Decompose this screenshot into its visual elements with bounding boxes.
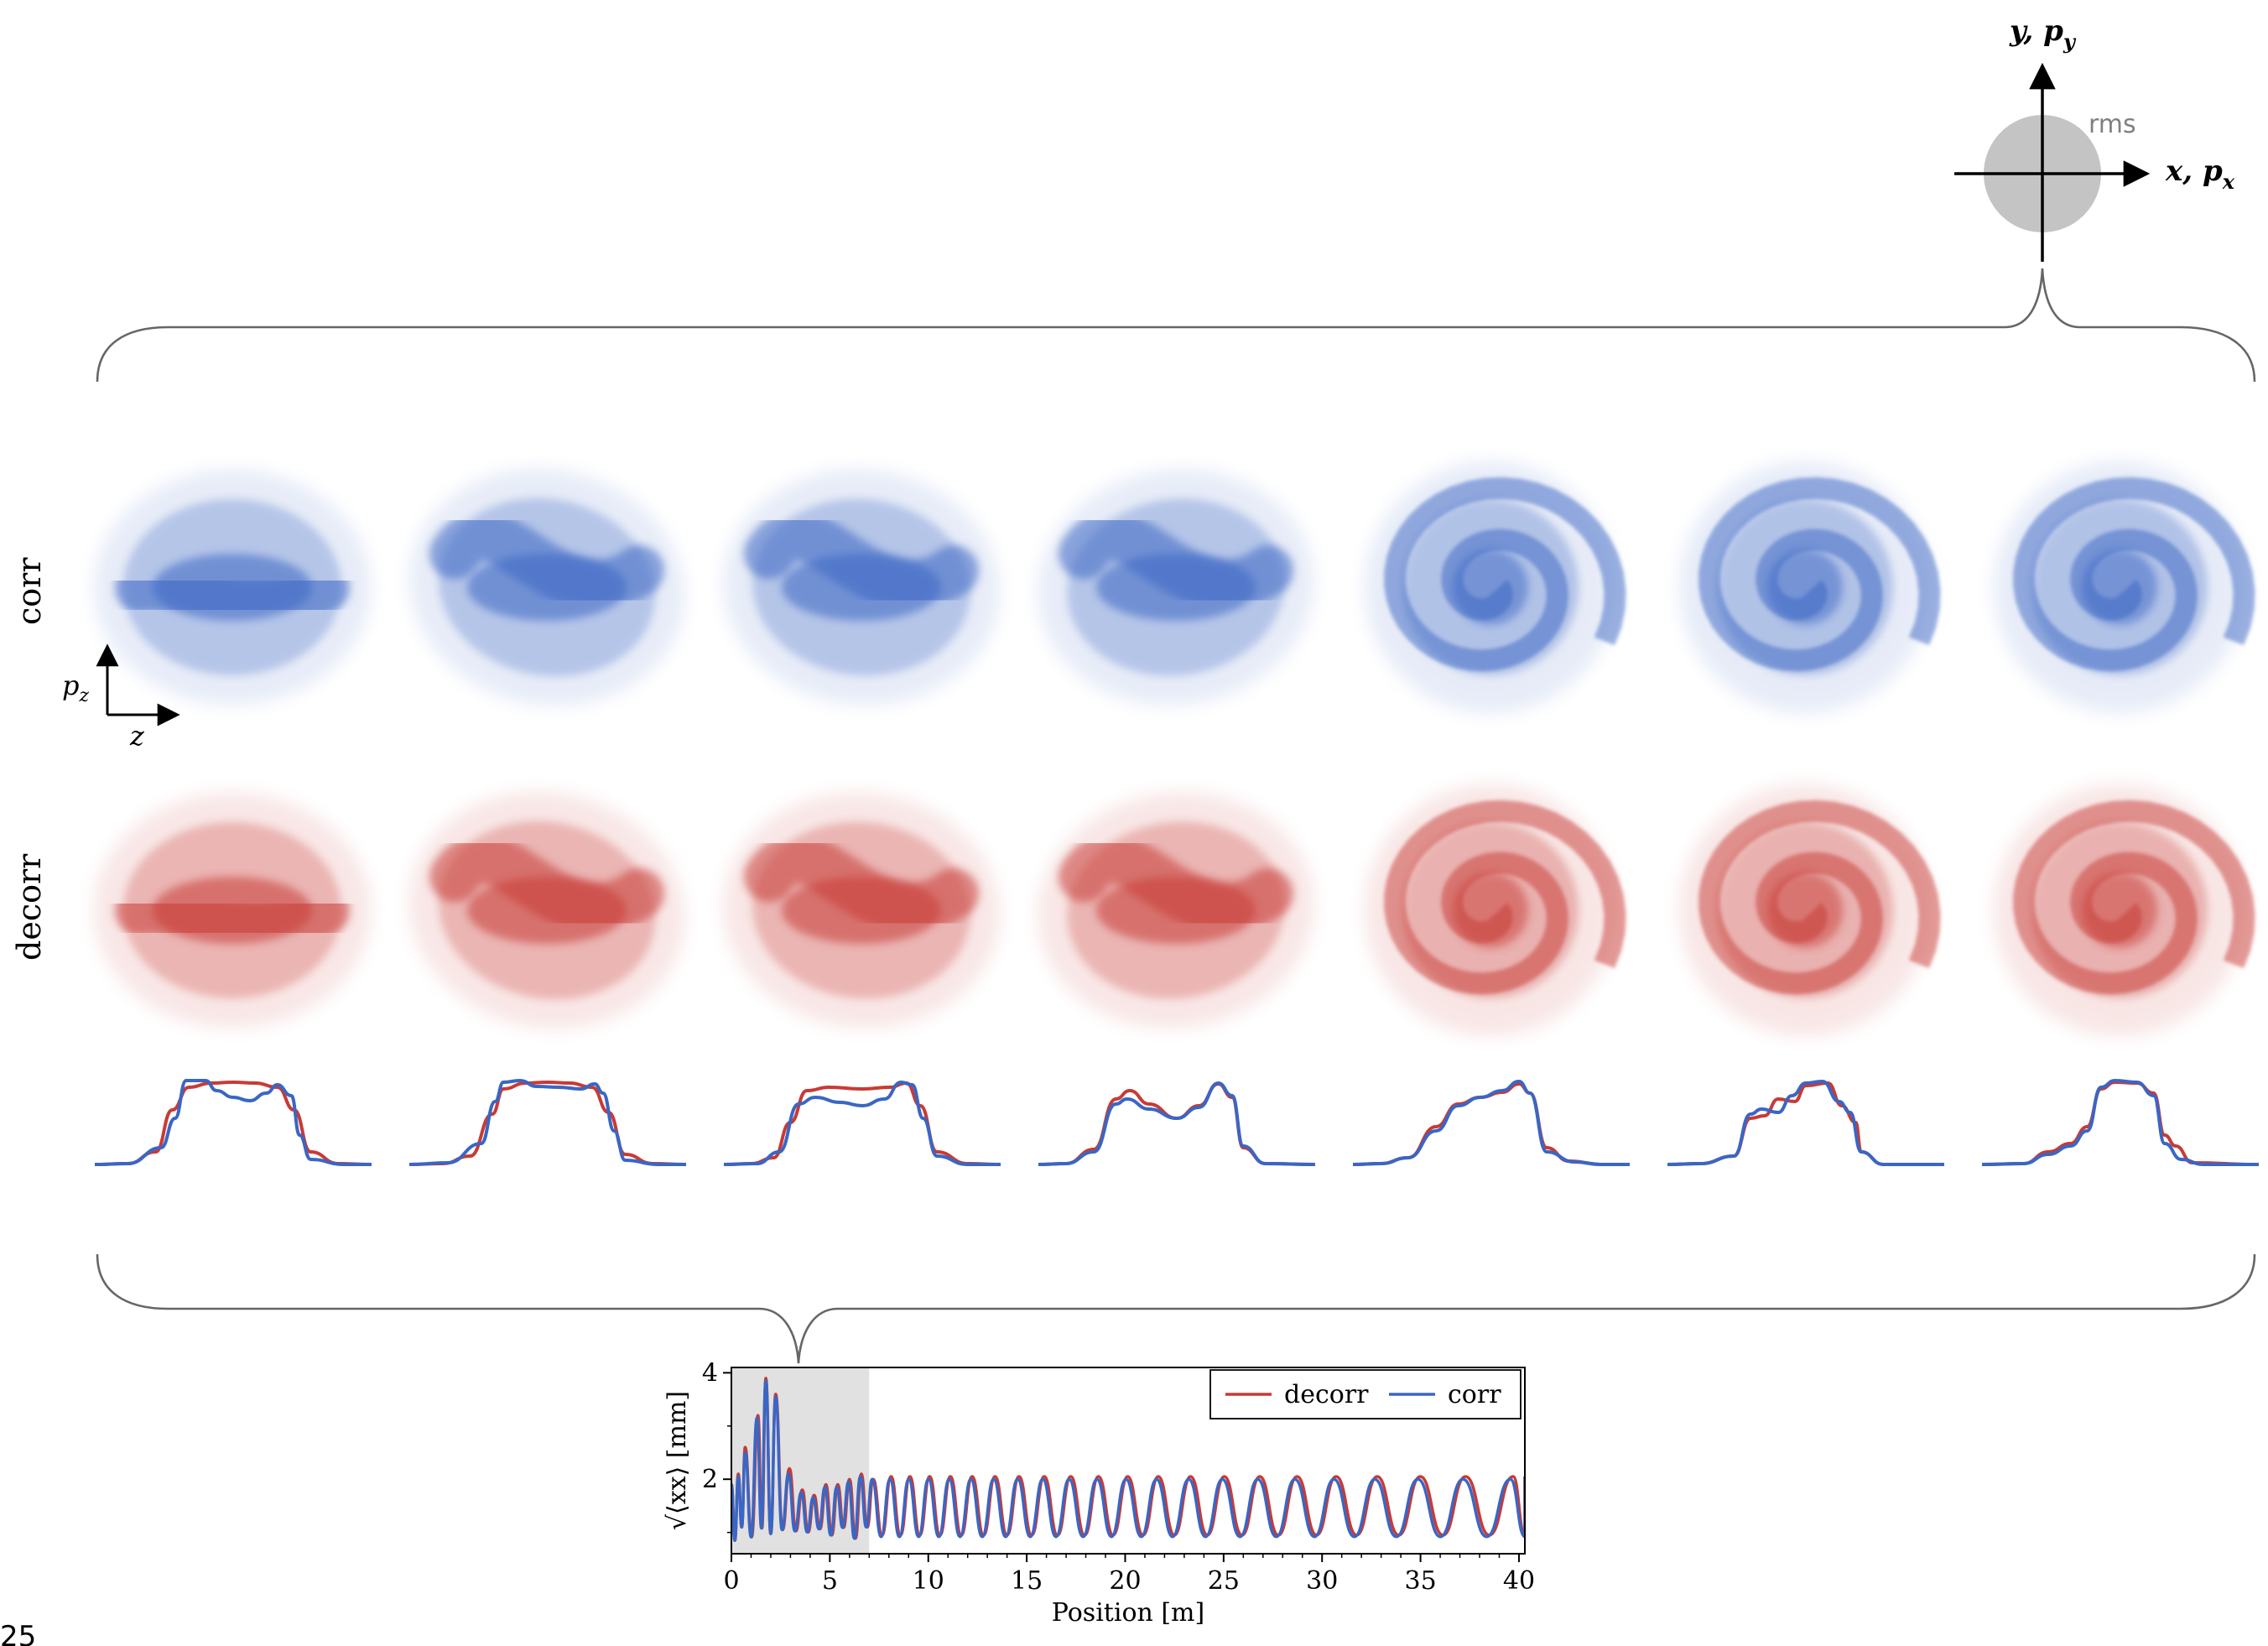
beam-size-chart: 0 5 10 15 20 25 30 35 40 2 4 Position [m] √⟨xx⟩ [mm]… [663,1358,1535,1628]
profile-corr-line [408,1079,686,1167]
current-profile-row [94,1079,2260,1167]
current-profile-1 [94,1079,372,1167]
rms-label: rms [2089,110,2136,139]
decorr-phase-space-panel-2 [409,791,684,1029]
profile-corr-line [1667,1080,1944,1167]
x-tick-label: 40 [1503,1566,1535,1596]
phase-space-axes: pz z [62,643,180,752]
x-tick-label: 35 [1404,1566,1436,1596]
z-label: z [129,720,145,752]
x-tick-label: 30 [1306,1566,1338,1596]
top-brace [96,268,2256,383]
series-corr-line [731,1379,1525,1542]
decorr-phase-space-panel-6 [1679,784,1941,1036]
profile-decorr-line [1667,1081,1944,1167]
decorr-phase-space-panel-7 [1994,784,2255,1036]
page-number: 25 [0,1620,36,1646]
legend-label-corr: corr [1448,1380,1501,1409]
y-axis-label: √⟨xx⟩ [mm] [663,1391,692,1530]
decorr-phase-space-panel-3 [723,792,1000,1029]
corr-phase-space-panel-7 [1994,461,2255,713]
x-tick-label: 15 [1011,1566,1043,1596]
current-profile-7 [1981,1079,2260,1167]
profile-decorr-line [408,1081,687,1166]
decorr-phase-space-panel-1 [94,793,371,1028]
decorr-phase-space-panel-4 [1038,792,1314,1029]
profile-decorr-line [1981,1081,2260,1166]
x-axis-label: Position [m] [1052,1598,1204,1628]
row-label-decorr: decorr [11,853,48,961]
row-label-corr: corr [11,557,48,625]
profile-corr-line [1981,1079,2259,1167]
corr-phase-space-panel-2 [409,468,684,706]
chart-frame [731,1367,1526,1555]
chart-legend: decorr corr [1209,1369,1522,1419]
profile-corr-line [723,1081,1001,1167]
inset-x-label: x, px [2165,154,2235,194]
corr-phase-space-panel-3 [723,469,1000,706]
x-tick-label: 20 [1109,1566,1141,1596]
x-tick-label: 5 [822,1566,838,1596]
legend-label-decorr: decorr [1284,1380,1369,1409]
profile-decorr-line [1352,1082,1630,1167]
current-profile-2 [408,1079,687,1167]
current-profile-5 [1352,1080,1630,1167]
profile-decorr-line [94,1081,372,1166]
y-tick-label: 4 [702,1358,718,1388]
inset-y-label: y, py [2009,14,2077,54]
profile-decorr-line [1038,1082,1316,1166]
corr-phase-space-row [94,461,2255,713]
x-tick-label: 10 [913,1566,944,1596]
decorr-phase-space-row [94,784,2255,1036]
rms-inset: y, py x, px rms [1954,14,2235,262]
x-tick-label: 25 [1208,1566,1240,1596]
current-profile-6 [1667,1080,1944,1167]
corr-phase-space-panel-5 [1365,461,1626,713]
pz-label: pz [62,669,89,706]
bottom-brace [96,1253,2256,1364]
profile-corr-line [1038,1081,1316,1166]
corr-phase-space-panel-1 [94,470,371,705]
profile-corr-line [1352,1080,1630,1167]
current-profile-3 [723,1081,1001,1167]
corr-phase-space-panel-6 [1679,461,1941,713]
profile-corr-line [94,1079,372,1167]
profile-decorr-line [723,1081,1001,1166]
x-tick-label: 0 [723,1566,739,1596]
decorr-phase-space-panel-5 [1365,784,1626,1036]
corr-phase-space-panel-4 [1038,469,1314,706]
y-tick-label: 2 [702,1465,718,1494]
current-profile-4 [1038,1081,1316,1166]
